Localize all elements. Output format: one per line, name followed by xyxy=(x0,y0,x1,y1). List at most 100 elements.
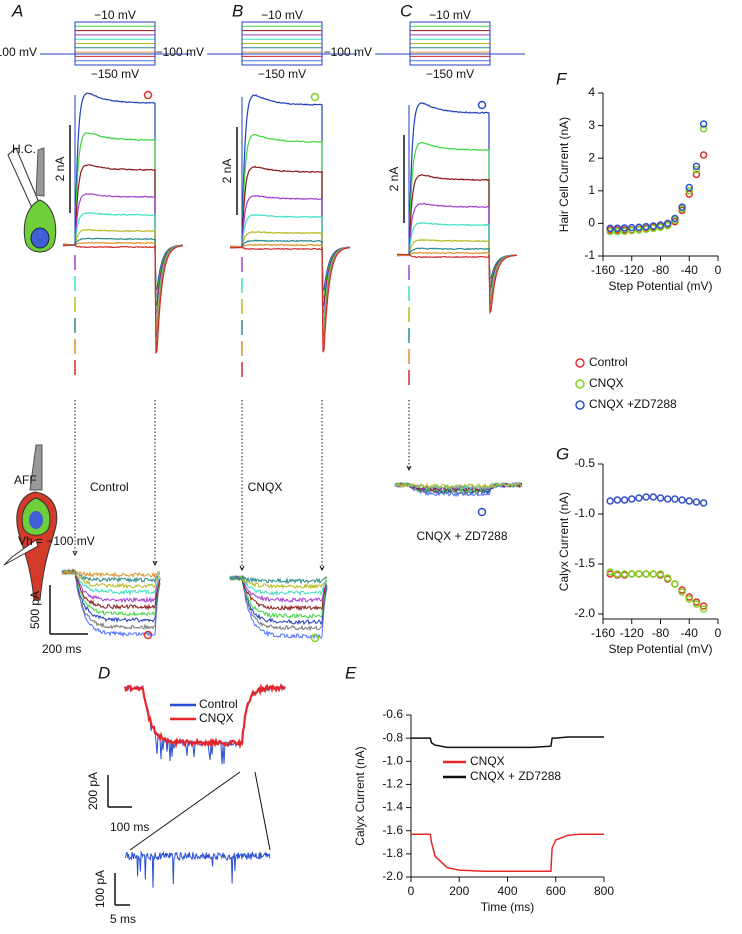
y-axis-label: Hair Cell Current (nA) xyxy=(557,117,571,232)
data-point xyxy=(663,219,672,228)
scale-label: 200 ms xyxy=(42,642,81,656)
trace xyxy=(229,574,328,590)
trace xyxy=(396,202,517,293)
data-point xyxy=(613,570,622,578)
y-tick-label: -1 xyxy=(584,248,595,262)
data-point xyxy=(685,497,693,505)
legend-label: CNQX +ZD7288 xyxy=(589,397,677,411)
y-tick-label: 2 xyxy=(588,150,595,164)
legend-label: CNQX xyxy=(470,754,505,768)
data-point xyxy=(620,224,629,232)
y-axis-label: Calyx Current (nA) xyxy=(353,746,367,845)
trace xyxy=(229,239,351,338)
data-point xyxy=(692,498,701,506)
trace xyxy=(62,228,184,330)
content: A B C D E F G −10 mV −100 mV −150 mV −10 mV −100 mV… xyxy=(0,1,722,926)
data-point xyxy=(671,580,679,588)
data-point xyxy=(642,222,650,231)
trace xyxy=(229,575,328,626)
y-tick-label: -0.5 xyxy=(574,456,595,470)
panel-letter: C xyxy=(400,1,413,20)
pipette xyxy=(7,147,41,211)
data-point xyxy=(649,222,658,230)
y-tick-label: -1.5 xyxy=(574,556,595,570)
protocol-label: −150 mV xyxy=(91,67,139,81)
trace xyxy=(229,574,328,612)
condition-label: CNQX + ZD7288 xyxy=(416,529,507,543)
data-point xyxy=(642,570,650,578)
x-tick-label: -120 xyxy=(620,263,644,277)
data-point xyxy=(642,493,650,501)
trace xyxy=(62,132,184,301)
scale-label: 200 pA xyxy=(86,772,100,810)
data-point xyxy=(663,574,672,582)
data-point xyxy=(699,120,708,128)
data-point xyxy=(685,187,693,195)
trace xyxy=(396,253,518,315)
nucleus xyxy=(30,227,50,249)
condition-label: Control xyxy=(90,480,129,494)
data-point xyxy=(620,227,629,235)
legend-label: Control xyxy=(589,355,628,369)
x-tick-label: 0 xyxy=(408,884,415,898)
data-point xyxy=(671,495,679,503)
data-point xyxy=(649,570,658,578)
y-tick-label: -1.0 xyxy=(382,753,403,767)
condition-marker xyxy=(477,507,487,517)
y-tick-label: 3 xyxy=(588,118,595,132)
cell-label: H.C. xyxy=(12,142,36,156)
holding-label: Vh = −100 mV xyxy=(18,534,95,548)
y-tick-label: -0.8 xyxy=(382,730,403,744)
trace xyxy=(229,133,351,301)
x-tick-label: 200 xyxy=(449,884,469,898)
data-point xyxy=(692,165,701,174)
y-tick-label: -1.2 xyxy=(382,777,403,791)
trace xyxy=(229,575,328,619)
data-point xyxy=(678,203,686,211)
data-point xyxy=(685,595,693,603)
data-point xyxy=(699,499,708,507)
data-point xyxy=(606,568,614,576)
data-point xyxy=(606,224,614,233)
data-point xyxy=(606,227,614,236)
data-point xyxy=(606,497,614,505)
y-tick-label: 1 xyxy=(588,183,595,197)
data-line xyxy=(411,736,604,749)
data-point xyxy=(656,223,665,232)
legend-marker xyxy=(575,358,585,368)
trace xyxy=(61,569,161,604)
protocol-label: −100 mV xyxy=(0,45,37,59)
scale-label: 2 nA xyxy=(53,157,67,182)
data-point xyxy=(628,495,636,503)
data-point xyxy=(699,151,708,159)
arrow-head xyxy=(72,550,78,557)
condition-marker xyxy=(310,633,320,643)
panel-letter: E xyxy=(345,663,357,682)
y-tick-label: -0.6 xyxy=(382,707,403,721)
hair-cell-drawing xyxy=(7,147,57,253)
axis-line xyxy=(602,464,718,620)
data-point xyxy=(635,226,643,234)
legend-label: CNQX xyxy=(199,711,234,725)
y-axis-label: Calyx Current (nA) xyxy=(557,492,571,591)
x-axis-label: Time (ms) xyxy=(481,900,535,914)
data-point xyxy=(642,225,650,234)
protocol-label: −150 mV xyxy=(258,67,306,81)
trace xyxy=(394,481,523,489)
arrow-head xyxy=(239,565,245,572)
data-point xyxy=(656,221,665,229)
x-tick-label: -40 xyxy=(681,626,699,640)
step-box xyxy=(409,21,491,66)
protocol-label: −10 mV xyxy=(261,8,303,22)
data-point xyxy=(649,493,658,501)
data-point xyxy=(692,170,701,179)
x-tick-label: 400 xyxy=(497,884,517,898)
x-axis-label: Step Potential (mV) xyxy=(608,279,712,293)
y-tick-label: -2.0 xyxy=(574,606,595,620)
data-point xyxy=(663,221,672,230)
data-point xyxy=(699,602,708,610)
trace xyxy=(229,231,351,330)
arrow-head xyxy=(152,560,158,567)
data-point xyxy=(692,162,701,171)
